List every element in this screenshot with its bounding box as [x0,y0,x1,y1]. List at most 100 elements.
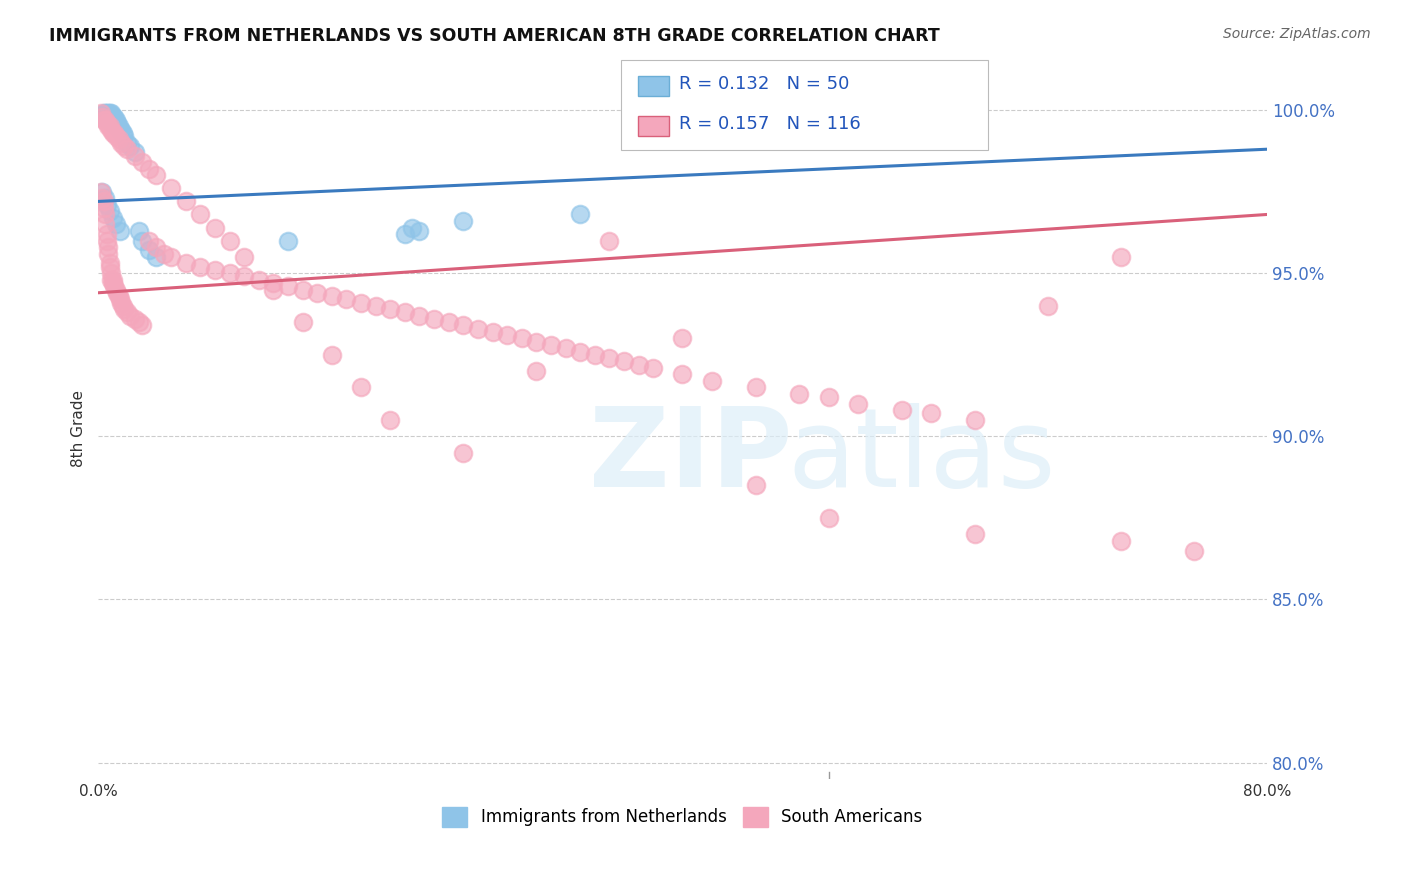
Point [569,207,592,221]
Point [218,266,240,280]
Point [98,260,121,274]
Point [101,276,124,290]
Point [96,116,118,130]
Point [204,263,226,277]
Point [423,311,446,326]
Point [262,276,284,290]
Point [524,364,547,378]
Point [110,136,132,150]
Point [540,338,562,352]
Point [105,120,128,134]
Point [96,110,118,124]
Point [218,234,240,248]
Point [98,110,121,124]
Point [307,285,329,300]
Point [481,325,503,339]
Point [91,110,114,124]
Point [91,191,114,205]
Point [104,217,127,231]
Point [145,169,167,183]
Point [467,321,489,335]
Point [408,309,430,323]
Point [100,112,122,127]
Text: R = 0.132   N = 50: R = 0.132 N = 50 [679,76,849,94]
Point [107,132,129,146]
Point [101,126,124,140]
Point [963,527,986,541]
Point [671,368,693,382]
Point [97,112,120,127]
Point [394,305,416,319]
Point [101,112,124,127]
Point [277,234,299,248]
Point [394,227,416,241]
Point [496,328,519,343]
Point [128,315,150,329]
Point [364,299,387,313]
Point [817,390,839,404]
Point [1182,543,1205,558]
Point [101,211,124,225]
Point [120,139,142,153]
Point [104,112,127,127]
Point [100,106,122,120]
Point [437,315,460,329]
Point [380,413,402,427]
Text: R = 0.157   N = 116: R = 0.157 N = 116 [679,115,860,133]
Point [124,145,146,160]
Point [100,110,122,124]
Point [160,181,183,195]
Point [110,122,132,136]
Point [700,374,723,388]
Point [111,299,134,313]
Point [188,260,211,274]
Point [138,244,160,258]
Point [93,201,115,215]
Point [233,250,256,264]
Point [108,293,131,307]
Point [138,161,160,176]
Point [613,354,636,368]
Point [98,106,121,120]
Legend: Immigrants from Netherlands, South Americans: Immigrants from Netherlands, South Ameri… [436,800,929,834]
Point [453,214,475,228]
Point [744,380,766,394]
Point [350,295,373,310]
Point [789,387,811,401]
Point [598,351,620,365]
Point [174,194,197,209]
Point [107,120,129,134]
Point [643,360,665,375]
Point [91,110,114,124]
Point [103,112,125,127]
Point [97,246,120,260]
Point [104,283,127,297]
Point [124,149,146,163]
Text: Source: ZipAtlas.com: Source: ZipAtlas.com [1223,27,1371,41]
Point [1109,533,1132,548]
Point [103,116,125,130]
Point [98,120,121,134]
Point [103,279,125,293]
Point [671,331,693,345]
Point [817,511,839,525]
Point [103,126,125,140]
Point [117,305,139,319]
Point [101,273,124,287]
Point [97,110,120,124]
Point [350,380,373,394]
Point [100,266,122,280]
Point [103,110,125,124]
Point [96,106,118,120]
Point [91,185,114,199]
Point [94,106,117,120]
Point [128,224,150,238]
Point [583,348,606,362]
Point [744,478,766,492]
Point [96,227,118,241]
Text: ZIP: ZIP [589,402,793,509]
Text: IMMIGRANTS FROM NETHERLANDS VS SOUTH AMERICAN 8TH GRADE CORRELATION CHART: IMMIGRANTS FROM NETHERLANDS VS SOUTH AME… [49,27,941,45]
Point [94,110,117,124]
Point [1109,250,1132,264]
Point [174,256,197,270]
